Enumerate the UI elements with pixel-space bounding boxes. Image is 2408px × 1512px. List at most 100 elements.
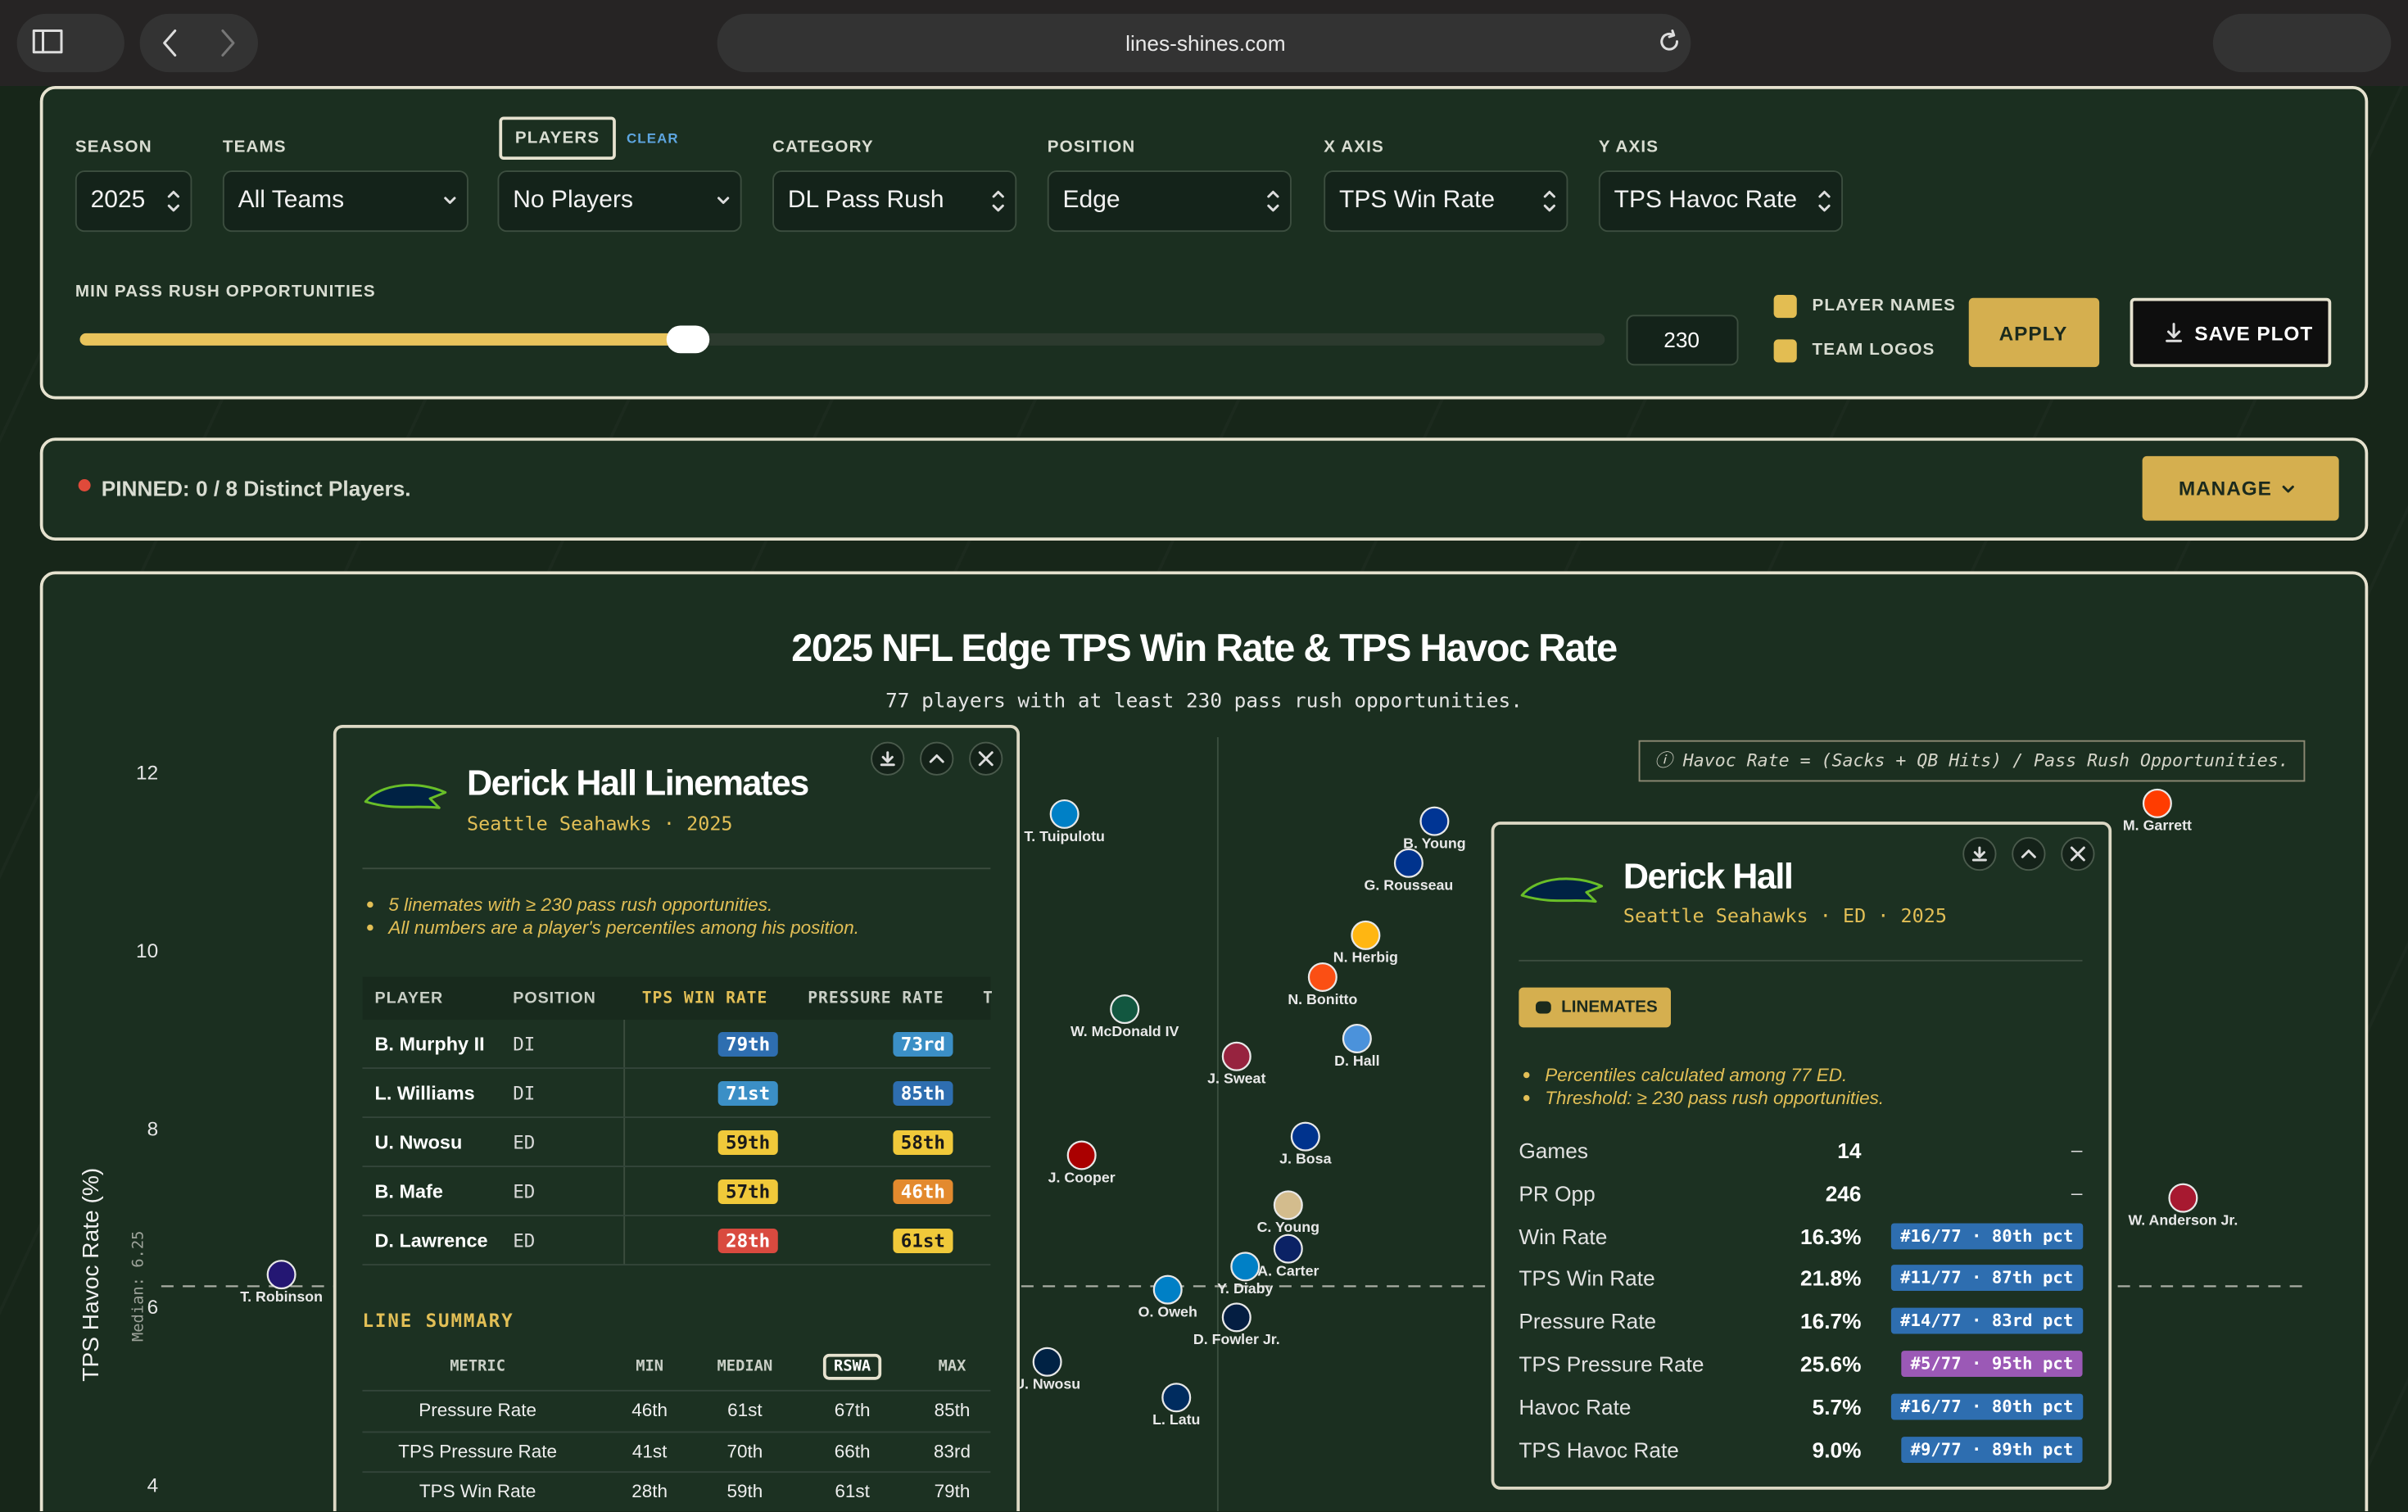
y_axis-select[interactable] (1598, 170, 1843, 233)
player-label: O. Oweh (1138, 1303, 1197, 1320)
player-point (1419, 806, 1450, 836)
stat-value: 21.8% (1800, 1265, 1862, 1291)
linemates-title: Derick Hall Linemates (467, 762, 809, 803)
linemates-tag-text[interactable]: LINEMATES (1561, 998, 1658, 1017)
apply-text[interactable]: APPLY (1998, 321, 2068, 345)
stat-rank: – (2071, 1182, 2083, 1204)
manage-button[interactable] (2142, 455, 2339, 521)
panel-button[interactable] (2012, 836, 2046, 871)
percentile-badge: 59th (717, 1130, 778, 1155)
stat-value: 5.7% (1812, 1394, 1862, 1419)
percentile-badge: 57th (717, 1179, 778, 1204)
manage-text[interactable]: MANAGE (2178, 477, 2272, 500)
position-cell: ED (513, 1180, 536, 1203)
category-select[interactable] (772, 170, 1017, 233)
player-label: B. Young (1403, 835, 1465, 851)
summary-header: MAX (938, 1358, 966, 1376)
position-label: POSITION (1047, 138, 1136, 157)
teams-value[interactable]: All Teams (238, 187, 345, 214)
forward-icon (221, 29, 235, 57)
season-select[interactable] (75, 170, 192, 233)
stat-rank: #16/77 · 80th pct (1890, 1222, 2083, 1249)
linemates-note: All numbers are a player's percentiles a… (388, 917, 859, 939)
column-header: PLAYER (374, 989, 444, 1008)
summary-header: MIN (636, 1358, 664, 1376)
player-label: L. Latu (1152, 1411, 1200, 1428)
stat-label: PR Opp (1519, 1180, 1596, 1206)
summary-cell: TPS Win Rate (419, 1480, 536, 1502)
player-point (1351, 920, 1381, 950)
player-point (1273, 1234, 1303, 1264)
column-header: T (983, 989, 994, 1008)
player-cell: U. Nwosu (374, 1131, 463, 1154)
summary-line (362, 1430, 991, 1433)
y-axis-label: TPS Havoc Rate (%) (78, 1168, 103, 1382)
player-point (1110, 994, 1140, 1025)
team-logos-label: TEAM LOGOS (1812, 341, 1935, 360)
back-icon (163, 29, 177, 57)
slider-thumb[interactable] (666, 325, 710, 354)
players-value[interactable]: No Players (513, 187, 633, 214)
min-opp-label: MIN PASS RUSH OPPORTUNITIES (75, 283, 376, 301)
player-label: J. Cooper (1048, 1169, 1116, 1185)
teams-select[interactable] (222, 170, 468, 233)
position-cell: ED (513, 1229, 536, 1252)
stat-rank: #11/77 · 87th pct (1890, 1265, 2083, 1292)
percentile-badge: 46th (893, 1179, 953, 1204)
panel-button-icon (2021, 849, 2036, 858)
row-line (362, 1116, 991, 1118)
player-point (1152, 1274, 1183, 1305)
players-toggle[interactable] (499, 116, 616, 160)
y_axis-value[interactable]: TPS Havoc Rate (1614, 187, 1798, 214)
summary-cell: Pressure Rate (419, 1399, 537, 1421)
panel-button[interactable] (920, 741, 954, 776)
players-label[interactable]: PLAYERS (514, 129, 600, 148)
position-select[interactable] (1047, 170, 1292, 233)
stat-value: 16.7% (1800, 1308, 1862, 1333)
summary-cell: 83rd (933, 1439, 971, 1462)
x_axis-select[interactable] (1324, 170, 1568, 233)
stat-label: TPS Havoc Rate (1519, 1437, 1679, 1462)
panel-button-icon (880, 751, 895, 767)
team-logos-checkbox[interactable] (1773, 339, 1797, 363)
player-label: J. Sweat (1207, 1071, 1265, 1087)
apply-button[interactable] (1968, 297, 2100, 368)
pin-icon (78, 479, 91, 491)
min-opp-value[interactable]: 230 (1663, 327, 1700, 352)
player-cell: B. Murphy II (374, 1033, 485, 1056)
x_axis-label: X AXIS (1324, 138, 1384, 157)
note-bullet (367, 901, 373, 908)
stat-label: Pressure Rate (1519, 1308, 1657, 1333)
player-point (1161, 1383, 1192, 1413)
save-button[interactable] (2130, 297, 2332, 368)
note-bullet (1523, 1071, 1530, 1079)
address-bar[interactable] (717, 13, 1691, 73)
players-select[interactable] (497, 170, 742, 233)
season-value[interactable]: 2025 (90, 187, 146, 214)
player-point (2168, 1183, 2198, 1213)
browser-actions[interactable] (2212, 13, 2392, 73)
reload-icon (1660, 29, 1679, 51)
clear-link[interactable]: CLEAR (627, 130, 679, 147)
player-label: M. Garrett (2123, 817, 2192, 834)
player-point (1066, 1140, 1097, 1170)
teams-arrow (444, 197, 456, 204)
player-cell: B. Mafe (374, 1180, 443, 1203)
row-line (362, 1264, 991, 1265)
nav-buttons[interactable] (139, 13, 258, 73)
category-value[interactable]: DL Pass Rush (787, 187, 944, 214)
chart-note: ⓘ Havoc Rate = (Sacks + QB Hits) / Pass … (1654, 749, 2289, 772)
player-label: D. Fowler Jr. (1193, 1331, 1280, 1347)
summary-cell: 59th (726, 1480, 763, 1502)
min-opp-input[interactable] (1626, 315, 1739, 366)
x_axis-value[interactable]: TPS Win Rate (1339, 187, 1496, 214)
percentile-badge: 79th (717, 1032, 778, 1057)
player-label: N. Bonitto (1288, 991, 1357, 1007)
player-names-checkbox[interactable] (1773, 295, 1797, 319)
table-header-bg (362, 976, 991, 1020)
save-text[interactable]: SAVE PLOT (2194, 321, 2314, 345)
position-value[interactable]: Edge (1062, 187, 1120, 214)
summary-cell: 41st (631, 1439, 668, 1462)
player-label: W. Anderson Jr. (2128, 1211, 2238, 1228)
player-label: W. McDonald IV (1070, 1023, 1179, 1039)
